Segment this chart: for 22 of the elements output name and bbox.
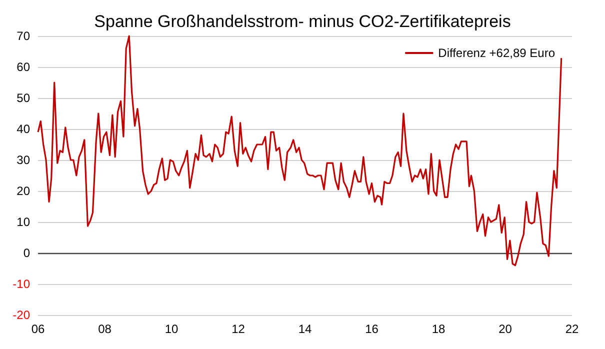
- x-tick-label: 10: [164, 322, 178, 336]
- x-tick-label: 14: [298, 322, 312, 336]
- x-tick-label: 08: [98, 322, 112, 336]
- y-tick-label: 30: [16, 153, 30, 167]
- y-tick-label: 40: [16, 122, 30, 136]
- y-tick-label: 20: [16, 184, 30, 198]
- y-tick-label: -10: [12, 277, 30, 291]
- y-tick-label: 60: [16, 60, 30, 74]
- x-tick-label: 12: [232, 322, 246, 336]
- y-tick-label: 10: [16, 215, 30, 229]
- line-series: [37, 35, 562, 266]
- x-tick-label: 06: [31, 322, 45, 336]
- y-tick-label: 0: [23, 246, 30, 260]
- y-tick-label: 70: [16, 29, 30, 43]
- legend-label: Differenz +62,89 Euro: [438, 46, 556, 60]
- y-tick-label: 50: [16, 91, 30, 105]
- y-tick-label: -20: [12, 308, 30, 322]
- chart-title: Spanne Großhandelsstrom- minus CO2-Zertifikatepreis: [94, 12, 511, 31]
- x-tick-label: 18: [432, 322, 446, 336]
- x-tick-label: 22: [565, 322, 579, 336]
- x-tick-label: 16: [365, 322, 379, 336]
- x-tick-label: 20: [498, 322, 512, 336]
